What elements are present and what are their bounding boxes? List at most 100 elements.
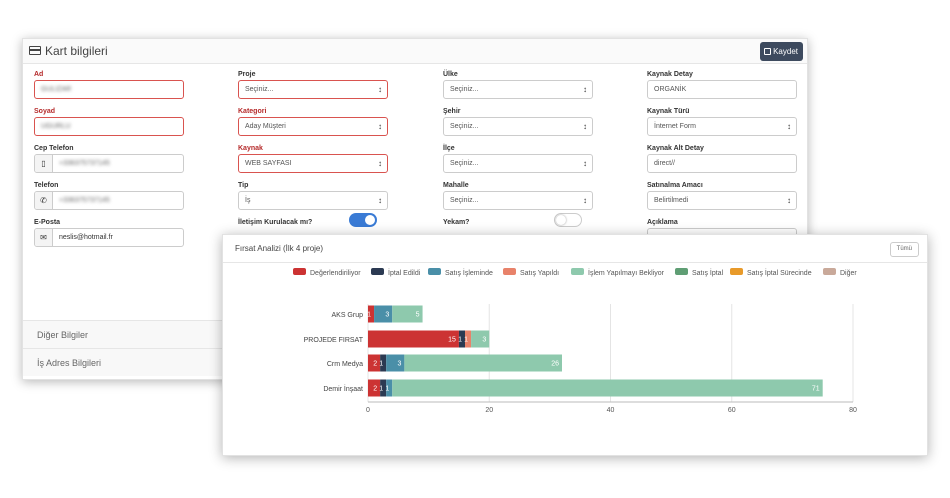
tip-label: Tip [238, 182, 249, 189]
field-kaynak-turu: Kaynak Türü İnternet Form [647, 107, 797, 144]
field-cep-telefon: Cep Telefon ▯ +336375737145 [34, 144, 184, 181]
field-telefon: Telefon ✆ +336375737145 [34, 181, 184, 218]
tick-label: 0 [366, 407, 370, 414]
satinalma-label: Satınalma Amacı [647, 182, 703, 189]
iletisim-toggle[interactable] [349, 213, 377, 227]
legend-swatch [293, 268, 306, 275]
field-soyad: Soyad UGURLU [34, 107, 184, 144]
ad-value: GULIZAR [41, 86, 72, 93]
field-proje: Proje Seçiniz... [238, 70, 388, 107]
all-button[interactable]: Tümü [889, 242, 919, 257]
bar-segment [368, 379, 381, 397]
credit-card-icon [29, 46, 41, 55]
section-is-adres-bilgileri[interactable]: İş Adres Bilgileri [23, 348, 243, 376]
bar-segment [392, 305, 423, 323]
bar-value-label: 15 [448, 337, 456, 344]
ulke-select[interactable]: Seçiniz... [443, 80, 593, 99]
legend-swatch [428, 268, 441, 275]
bar-value-label: 71 [812, 386, 820, 393]
category-label: Demir İnşaat [323, 384, 363, 393]
kaynak-turu-select[interactable]: İnternet Form [647, 117, 797, 136]
ulke-label: Ülke [443, 71, 458, 78]
field-mahalle: Mahalle Seçiniz... [443, 181, 593, 218]
bar-segment [458, 330, 465, 348]
telefon-input[interactable]: ✆ +336375737145 [34, 191, 184, 210]
tick-label: 60 [728, 407, 736, 414]
field-kaynak: Kaynak WEB SAYFASI [238, 144, 388, 181]
tick-label: 80 [849, 407, 857, 414]
bar-value-label: 3 [482, 337, 486, 344]
soyad-label: Soyad [34, 108, 56, 115]
eposta-value: neslis@hotmail.fr [59, 234, 113, 241]
category-label: PROJEDE FIRSAT [304, 337, 364, 344]
bar-segment [465, 330, 472, 348]
ilce-label: İlçe [443, 145, 455, 152]
bar-value-label: 1 [379, 386, 383, 393]
iletisim-label: İletişim Kurulacak mı? [238, 219, 313, 226]
soyad-input[interactable]: UGURLU [34, 117, 184, 136]
card-title: Kart bilgileri [45, 44, 108, 58]
aciklama-label: Açıklama [647, 219, 678, 226]
field-kategori: Kategori Aday Müşteri [238, 107, 388, 144]
legend-label: İptal Edildi [388, 268, 421, 277]
sehir-label: Şehir [443, 108, 461, 115]
save-button[interactable]: Kaydet [760, 42, 803, 61]
tip-select[interactable]: İş [238, 191, 388, 210]
legend-swatch [730, 268, 743, 275]
panel-title: Fırsat Analizi (İlk 4 proje) [235, 244, 324, 253]
field-kaynak-detay: Kaynak Detay ORGANİK [647, 70, 797, 107]
legend-swatch [503, 268, 516, 275]
yekam-toggle[interactable] [554, 213, 582, 227]
form-column-address: Ülke Seçiniz... Şehir Seçiniz... İlçe Se… [443, 70, 593, 255]
cep-telefon-input[interactable]: ▯ +336375737145 [34, 154, 184, 173]
bar-value-label: 1 [385, 386, 389, 393]
bar-value-label: 3 [385, 312, 389, 319]
legend-label: Satış İşleminde [445, 268, 493, 277]
bar-segment [368, 305, 375, 323]
kaynak-detay-input[interactable]: ORGANİK [647, 80, 797, 99]
bar-value-label: 1 [379, 361, 383, 368]
satinalma-select[interactable]: Belirtilmedi [647, 191, 797, 210]
field-eposta: E-Posta ✉ neslis@hotmail.fr [34, 218, 184, 255]
proje-select[interactable]: Seçiniz... [238, 80, 388, 99]
opportunity-analysis-panel: Fırsat Analizi (İlk 4 proje) Tümü Değerl… [222, 234, 928, 456]
legend-label: Satış İptal [692, 268, 724, 277]
legend-swatch [823, 268, 836, 275]
tick-label: 40 [607, 407, 615, 414]
chart-bars: 1 3 515 1 1 32 1 3 262 1 1 71 [367, 305, 823, 397]
card-header: Kart bilgileri Kaydet [23, 39, 807, 64]
mahalle-select[interactable]: Seçiniz... [443, 191, 593, 210]
kaynak-alt-detay-input[interactable]: direct// [647, 154, 797, 173]
legend-label: Satış İptal Sürecinde [747, 268, 812, 277]
form-column-project: Proje Seçiniz... Kategori Aday Müşteri K… [238, 70, 388, 255]
section-diger-bilgiler[interactable]: Diğer Bilgiler [23, 320, 243, 348]
field-ad: Ad GULIZAR [34, 70, 184, 107]
cep-telefon-value: +336375737145 [59, 160, 110, 167]
ilce-select[interactable]: Seçiniz... [443, 154, 593, 173]
ad-input[interactable]: GULIZAR [34, 80, 184, 99]
phone-icon: ✆ [35, 192, 53, 209]
telefon-label: Telefon [34, 182, 59, 189]
legend-label: Satış Yapıldı [520, 270, 559, 277]
proje-label: Proje [238, 71, 256, 78]
form-column-contact: Ad GULIZAR Soyad UGURLU Cep Telefon ▯ +3… [34, 70, 184, 255]
chart-legend: Değerlendiriliyor İptal Edildi Satış İşlem… [293, 268, 857, 277]
bar-value-label: 1 [458, 337, 462, 344]
bar-segment [471, 330, 490, 348]
kategori-select[interactable]: Aday Müşteri [238, 117, 388, 136]
eposta-label: E-Posta [34, 219, 61, 226]
sehir-select[interactable]: Seçiniz... [443, 117, 593, 136]
bar-value-label: 5 [416, 312, 420, 319]
field-yekam: Yekam? [443, 213, 593, 255]
bar-segment [392, 379, 823, 397]
kategori-label: Kategori [238, 108, 267, 115]
field-satinalma: Satınalma Amacı Belirtilmedi [647, 181, 797, 218]
bar-segment [386, 379, 393, 397]
legend-label: Diğer [840, 270, 857, 277]
eposta-input[interactable]: ✉ neslis@hotmail.fr [34, 228, 184, 247]
bar-value-label: 1 [464, 337, 468, 344]
kaynak-select[interactable]: WEB SAYFASI [238, 154, 388, 173]
category-label: AKS Grup [331, 312, 363, 319]
legend-swatch [675, 268, 688, 275]
